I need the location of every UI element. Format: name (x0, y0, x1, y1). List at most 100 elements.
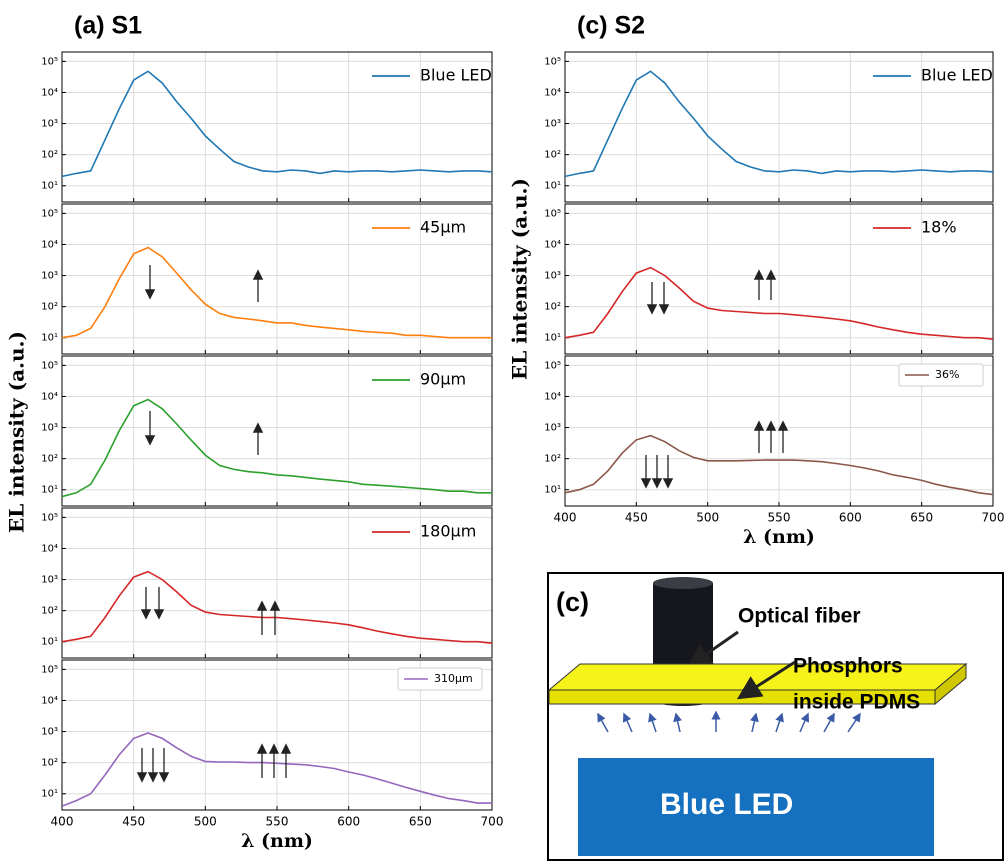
panel: 10¹ 10² 10³ 10⁴ 10⁵ Blue LED (c) S2 EL intensit… (508, 12, 994, 380)
x-tick-label: 500 (194, 815, 217, 829)
y-tick-label: 10⁴ (41, 87, 58, 98)
y-tick-label: 10³ (41, 575, 58, 586)
y-tick-label: 10¹ (41, 485, 58, 496)
x-tick-label: 700 (982, 511, 1005, 525)
y-tick-label: 10³ (41, 119, 58, 130)
x-axis-label: λ (nm) (743, 526, 815, 548)
plot-frame (564, 203, 994, 355)
data-line (62, 570, 492, 644)
y-tick-label: 10¹ (41, 789, 58, 800)
legend-label: 18% (921, 218, 957, 237)
panel: 10¹ 10² 10³ 10⁴ 10⁵ Blue LED (a) S1 EL intensit… (5, 12, 493, 533)
plot-frame (61, 659, 493, 811)
legend-label: 36% (935, 368, 959, 381)
x-tick-label: 600 (839, 511, 862, 525)
y-tick-label: 10⁴ (41, 239, 58, 250)
x-tick-label: 400 (51, 815, 74, 829)
y-tick-label: 10¹ (41, 181, 58, 192)
plot-frame (61, 51, 493, 203)
y-axis-label: EL intensity (a.u.) (508, 178, 532, 380)
y-tick-label: 10⁴ (544, 239, 561, 250)
y-tick-label: 10¹ (41, 333, 58, 344)
x-tick-label: 700 (481, 815, 504, 829)
panel: 10¹ 10² 10³ 10⁴ 10⁵ 45μm (41, 203, 493, 355)
legend-label: Blue LED (921, 66, 993, 85)
y-tick-label: 10¹ (544, 333, 561, 344)
y-tick-label: 10⁵ (41, 360, 58, 371)
y-tick-label: 10⁵ (41, 208, 58, 219)
y-tick-label: 10³ (544, 423, 561, 434)
legend-frame (397, 667, 483, 691)
legend-frame (898, 363, 984, 387)
fiber-top (653, 577, 713, 589)
y-tick-label: 10² (41, 758, 58, 769)
y-tick-label: 10⁴ (544, 391, 561, 402)
panel-title: (a) S1 (74, 12, 142, 40)
data-line (62, 70, 492, 178)
y-tick-label: 10⁵ (41, 56, 58, 67)
x-tick-label: 650 (409, 815, 432, 829)
data-line (565, 266, 993, 340)
y-tick-label: 10² (544, 302, 561, 313)
panel-title: (c) S2 (577, 12, 645, 40)
y-tick-label: 10² (544, 150, 561, 161)
y-tick-label: 10⁴ (41, 695, 58, 706)
y-tick-label: 10¹ (41, 637, 58, 648)
y-tick-label: 10³ (41, 423, 58, 434)
legend-label: 45μm (420, 218, 466, 237)
phosphor-text: Phosphors (793, 655, 903, 678)
panel: 10¹ 10² 10³ 10⁴ 10⁵ 400 450 500 550 600 650 700 310μ… (41, 659, 504, 852)
y-tick-label: 10³ (544, 119, 561, 130)
x-tick-label: 400 (554, 511, 577, 525)
y-tick-label: 10¹ (544, 485, 561, 496)
phosphor-arrow (736, 660, 796, 700)
y-tick-label: 10² (41, 302, 58, 313)
y-tick-label: 10¹ (544, 181, 561, 192)
legend-label: 310μm (434, 672, 473, 685)
y-tick-label: 10² (41, 150, 58, 161)
data-line (565, 434, 993, 496)
y-tick-label: 10² (41, 454, 58, 465)
panel: 10¹ 10² 10³ 10⁴ 10⁵ 18% (544, 203, 994, 355)
y-tick-label: 10⁵ (544, 208, 561, 219)
setup-diagram: (c) Optical fiber Phosphors inside PDMS … (547, 572, 1004, 861)
phosphor-text: inside PDMS (793, 691, 920, 714)
plot-frame (61, 203, 493, 355)
fiber-text: Optical fiber (738, 605, 861, 628)
x-tick-label: 500 (696, 511, 719, 525)
y-tick-label: 10² (41, 606, 58, 617)
y-tick-label: 10³ (544, 271, 561, 282)
y-tick-label: 10⁵ (41, 664, 58, 675)
panel: 10¹ 10² 10³ 10⁴ 10⁵ 400 450 500 550 600 650 700 36% λ… (544, 355, 1005, 548)
panel: 10¹ 10² 10³ 10⁴ 10⁵ 90μm (41, 355, 493, 507)
diagram-label: (c) (556, 587, 589, 617)
y-axis-label: EL intensity (a.u.) (5, 331, 29, 533)
light-arrows (597, 710, 861, 733)
y-tick-label: 10⁵ (544, 360, 561, 371)
y-tick-label: 10² (544, 454, 561, 465)
plot-frame (61, 355, 493, 507)
x-tick-label: 650 (910, 511, 933, 525)
x-tick-label: 450 (625, 511, 648, 525)
legend-label: 180μm (420, 522, 476, 541)
legend-label: Blue LED (420, 66, 492, 85)
x-tick-label: 550 (266, 815, 289, 829)
panel: 10¹ 10² 10³ 10⁴ 10⁵ 180μm (41, 507, 493, 659)
led-block (578, 758, 934, 856)
plot-frame (61, 507, 493, 659)
slab-side (934, 662, 967, 706)
plot-frame (564, 51, 994, 203)
data-line (62, 246, 492, 339)
data-line (62, 732, 492, 807)
data-line (62, 398, 492, 498)
x-tick-label: 600 (337, 815, 360, 829)
x-tick-label: 450 (122, 815, 145, 829)
y-tick-label: 10³ (41, 271, 58, 282)
y-tick-label: 10⁴ (41, 391, 58, 402)
fiber-arrow (687, 630, 739, 668)
y-tick-label: 10⁵ (544, 56, 561, 67)
y-tick-label: 10⁴ (41, 543, 58, 554)
x-axis-label: λ (nm) (241, 830, 313, 852)
y-tick-label: 10⁴ (544, 87, 561, 98)
